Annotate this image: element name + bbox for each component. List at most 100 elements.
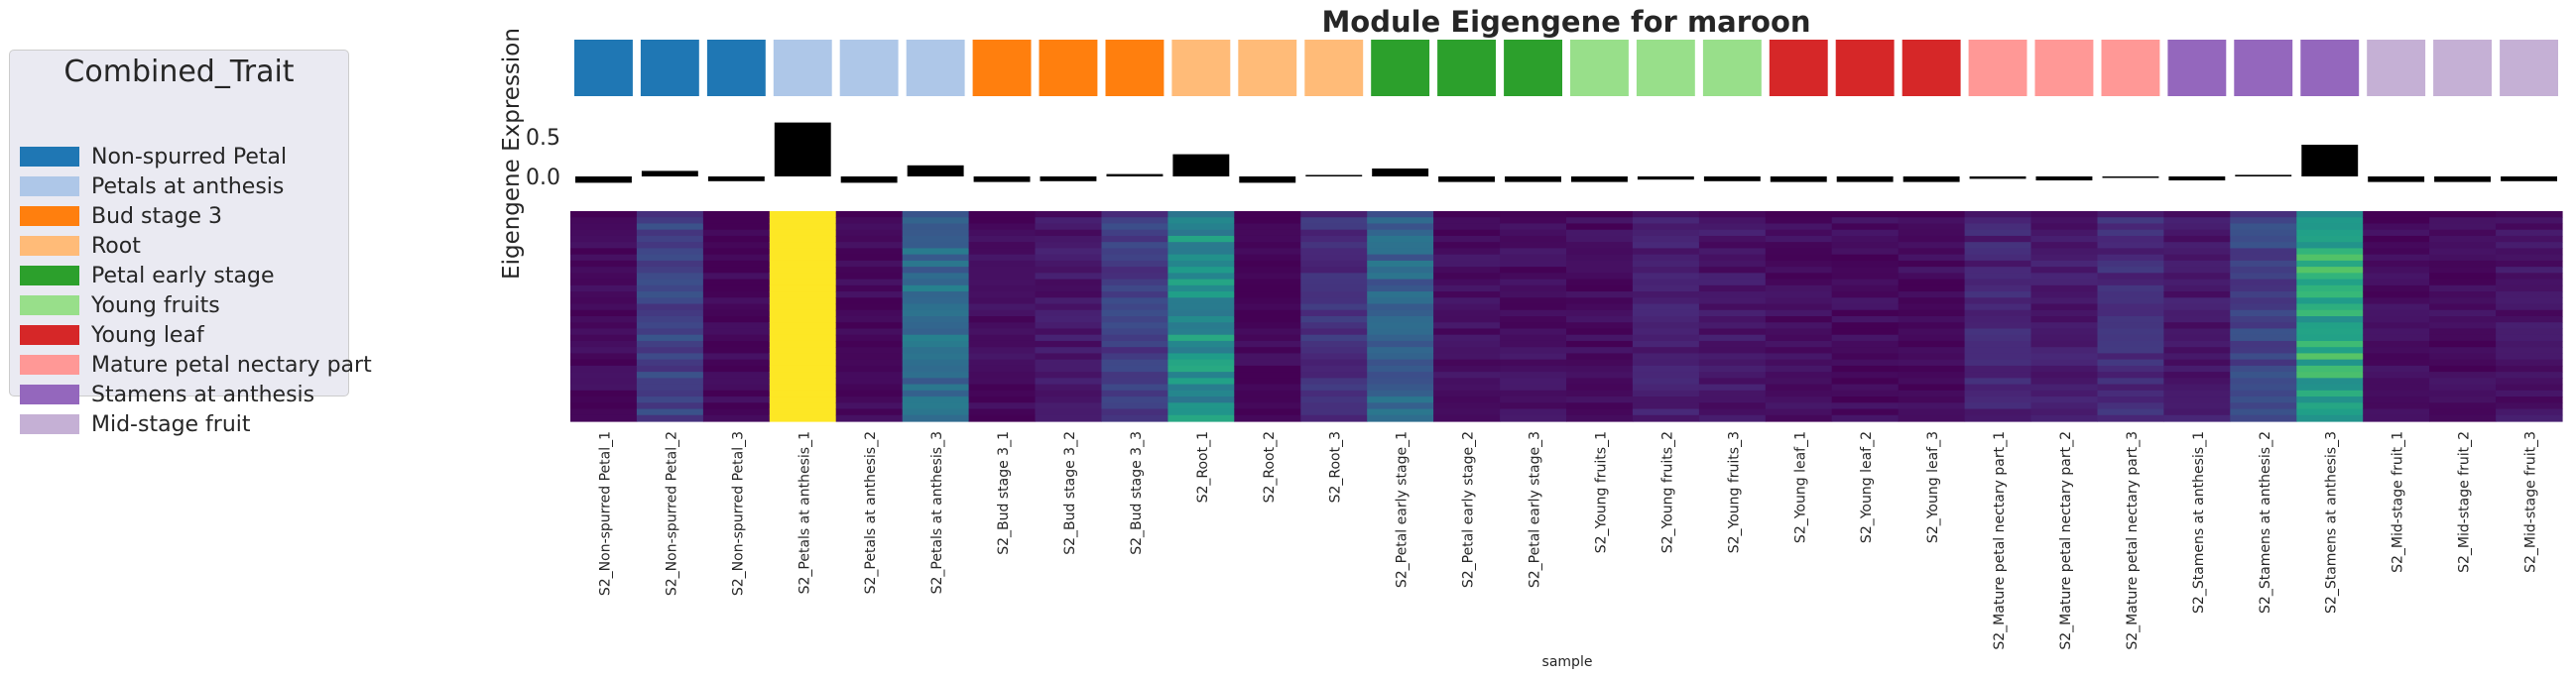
heatmap-cell xyxy=(1035,229,1102,237)
group-color-block xyxy=(1702,40,1762,96)
heatmap-cell xyxy=(2296,365,2364,373)
heatmap-cell xyxy=(2496,235,2563,243)
heatmap-cell xyxy=(636,235,704,243)
heatmap-cell xyxy=(1433,328,1501,336)
heatmap-cell xyxy=(702,328,771,336)
heatmap-cell xyxy=(636,211,704,218)
heatmap-cell xyxy=(2030,242,2098,250)
heatmap-cell xyxy=(1035,408,1102,416)
heatmap-cell xyxy=(1433,284,1501,292)
heatmap-cell xyxy=(702,334,771,342)
heatmap-cell xyxy=(1898,390,1966,397)
heatmap-cell xyxy=(1632,359,1700,367)
heatmap-cell xyxy=(835,347,904,355)
heatmap-cell xyxy=(1632,229,1700,237)
heatmap-cell xyxy=(2363,384,2430,392)
heatmap-cell xyxy=(1765,402,1833,410)
heatmap-cell xyxy=(2429,384,2497,392)
heatmap-cell xyxy=(2296,254,2364,262)
heatmap-cell xyxy=(1765,378,1833,386)
heatmap-cell xyxy=(902,322,970,330)
heatmap-cell xyxy=(902,260,970,268)
heatmap-cell xyxy=(1831,279,1900,286)
heatmap-cell xyxy=(2296,235,2364,243)
eigengene-bar xyxy=(1305,174,1363,176)
heatmap-cell xyxy=(2030,273,2098,281)
heatmap-cell xyxy=(1898,242,1966,250)
eigengene-bar xyxy=(2434,176,2491,182)
heatmap-cell xyxy=(1566,396,1634,403)
heatmap-cell xyxy=(1167,303,1235,311)
heatmap-cell xyxy=(2230,217,2297,225)
heatmap-cell xyxy=(2163,359,2231,367)
legend-swatch xyxy=(20,236,79,256)
heatmap-cell xyxy=(1566,365,1634,373)
heatmap-cell xyxy=(1433,402,1501,410)
heatmap-cell xyxy=(1765,353,1833,361)
heatmap-cell xyxy=(2163,365,2231,373)
legend-label: Mature petal nectary part xyxy=(91,352,372,378)
heatmap-cell xyxy=(2163,284,2231,292)
heatmap-cell xyxy=(2296,384,2364,392)
heatmap-cell xyxy=(902,267,970,274)
heatmap-cell xyxy=(2296,328,2364,336)
heatmap-cell xyxy=(1500,353,1567,361)
heatmap-cell xyxy=(1566,390,1634,397)
heatmap-cell xyxy=(1898,328,1966,336)
heatmap-cell xyxy=(1101,273,1168,281)
heatmap-cell xyxy=(1167,353,1235,361)
heatmap-cell xyxy=(1566,229,1634,237)
heatmap-cell xyxy=(1101,316,1168,323)
heatmap-cell xyxy=(570,328,638,336)
heatmap-cell xyxy=(636,328,704,336)
heatmap-cell xyxy=(1300,217,1368,225)
heatmap-cell xyxy=(769,372,837,379)
heatmap-cell xyxy=(702,303,771,311)
heatmap-cell xyxy=(2363,223,2430,231)
heatmap-cell xyxy=(2429,273,2497,281)
heatmap-cell xyxy=(968,408,1037,416)
heatmap-cell xyxy=(835,396,904,403)
heatmap-cell xyxy=(1234,217,1301,225)
heatmap-cell xyxy=(2496,279,2563,286)
heatmap-cell xyxy=(1898,384,1966,392)
heatmap-cell xyxy=(570,211,638,218)
heatmap-cell xyxy=(1035,267,1102,274)
heatmap-cell xyxy=(1831,414,1900,422)
heatmap-cell xyxy=(968,273,1037,281)
heatmap-cell xyxy=(1964,248,2032,256)
y-axis-label: Eigengene Expression xyxy=(499,28,525,280)
heatmap-cell xyxy=(1500,378,1567,386)
heatmap-cell xyxy=(2496,223,2563,231)
heatmap-cell xyxy=(570,340,638,348)
heatmap-cell xyxy=(702,235,771,243)
heatmap-cell xyxy=(2429,217,2497,225)
heatmap-cell xyxy=(1167,359,1235,367)
heatmap-cell xyxy=(1300,273,1368,281)
heatmap-cell xyxy=(1964,309,2032,317)
heatmap-cell xyxy=(570,378,638,386)
heatmap-cell xyxy=(1500,328,1567,336)
heatmap-cell xyxy=(2296,402,2364,410)
heatmap-cell xyxy=(1234,353,1301,361)
heatmap-cell xyxy=(902,328,970,336)
heatmap-cell xyxy=(2429,353,2497,361)
heatmap-cell xyxy=(1234,248,1301,256)
legend-item: Petals at anthesis xyxy=(20,171,284,201)
heatmap-cell xyxy=(769,242,837,250)
x-tick-label: S2_Young fruits_1 xyxy=(1594,431,1610,553)
heatmap-cell xyxy=(1035,217,1102,225)
heatmap-cell xyxy=(1964,396,2032,403)
heatmap-cell xyxy=(1566,217,1634,225)
eigengene-bar xyxy=(973,176,1031,182)
heatmap-cell xyxy=(835,334,904,342)
heatmap-cell xyxy=(2296,284,2364,292)
heatmap-cell xyxy=(2097,316,2164,323)
heatmap-cell xyxy=(1632,384,1700,392)
heatmap-cell xyxy=(2163,267,2231,274)
heatmap-cell xyxy=(2496,260,2563,268)
heatmap-cell xyxy=(2163,260,2231,268)
heatmap-cell xyxy=(902,340,970,348)
heatmap-cell xyxy=(1632,291,1700,298)
heatmap-cell xyxy=(2429,211,2497,218)
